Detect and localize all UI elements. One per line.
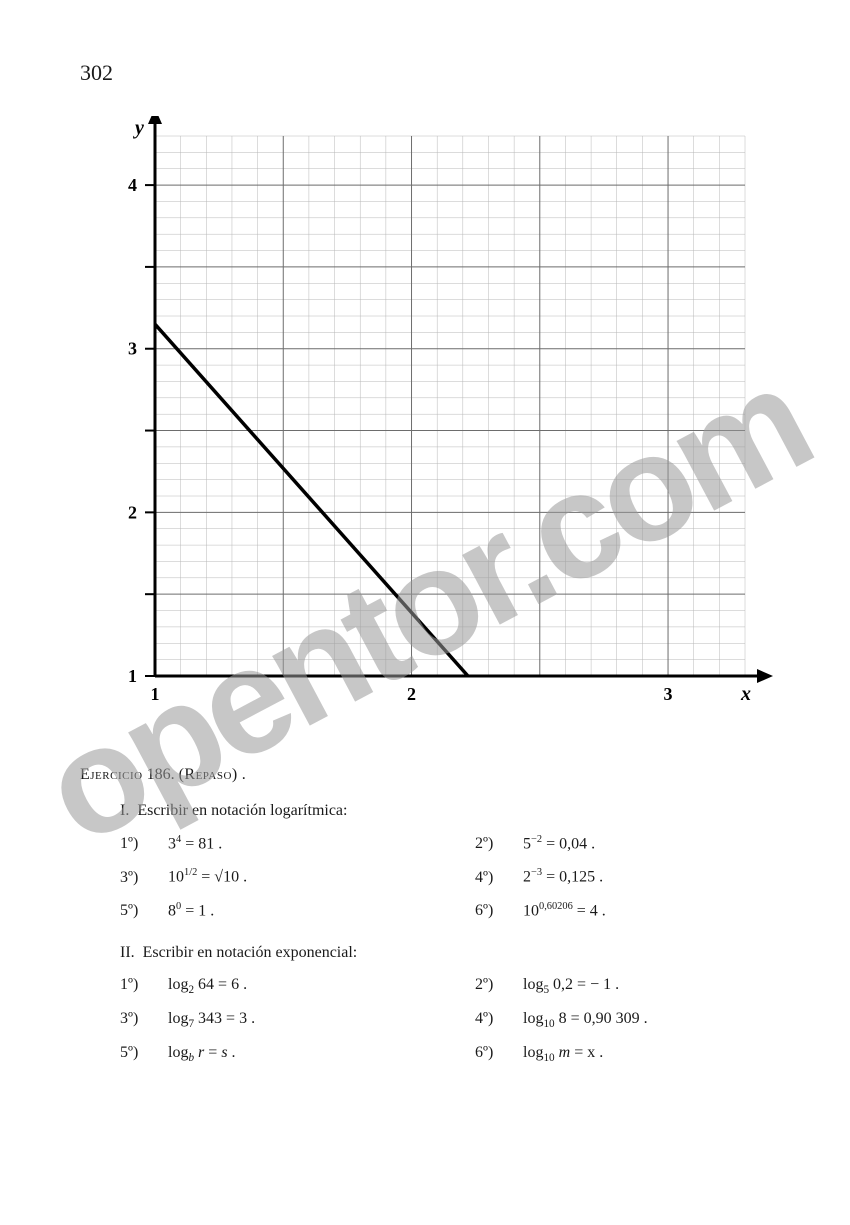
items-grid: 1º) log2 64 = 6 . 2º) log5 0,2 = − 1 . 3º) lo… [120, 976, 790, 1065]
item-number: 3º) [120, 1010, 154, 1028]
svg-text:1: 1 [151, 684, 160, 704]
item-expression: 34 = 81 . [168, 834, 222, 853]
item-expression: log10 m = x . [523, 1044, 603, 1064]
exercise-item: 2º) 5−2 = 0,04 . [475, 834, 790, 853]
item-expression: 100,60206 = 4 . [523, 901, 606, 920]
item-number: 1º) [120, 976, 154, 994]
item-number: 3º) [120, 869, 154, 887]
item-number: 4º) [475, 1010, 509, 1028]
svg-text:3: 3 [128, 339, 137, 359]
exercise-item: 1º) 34 = 81 . [120, 834, 435, 853]
exercise-item: 5º) 80 = 1 . [120, 901, 435, 920]
exercise-subtitle: (Repaso) [179, 766, 238, 783]
item-expression: 5−2 = 0,04 . [523, 834, 595, 853]
exercise-item: 5º) logb r = s . [120, 1044, 435, 1064]
svg-text:1: 1 [128, 666, 137, 686]
exercise-item: 3º) log7 343 = 3 . [120, 1010, 435, 1030]
items-grid: 1º) 34 = 81 . 2º) 5−2 = 0,04 . 3º) 101/2 = √1… [120, 834, 790, 920]
exercise-item: 4º) log10 8 = 0,90 309 . [475, 1010, 790, 1030]
item-number: 5º) [120, 902, 154, 920]
svg-text:2: 2 [128, 502, 137, 522]
chart-svg: 1 2 3 1 2 3 4 y x [95, 116, 775, 736]
svg-text:4: 4 [128, 175, 137, 195]
section-heading: I. Escribir en notación logarítmica: [120, 802, 790, 820]
item-number: 6º) [475, 902, 509, 920]
item-number: 5º) [120, 1044, 154, 1062]
exercise-number: 186 [147, 766, 171, 783]
item-number: 1º) [120, 835, 154, 853]
item-expression: log10 8 = 0,90 309 . [523, 1010, 648, 1030]
page-number: 302 [80, 60, 790, 86]
section-heading: II. Escribir en notación exponencial: [120, 944, 790, 962]
exercise-item: 3º) 101/2 = √10 . [120, 867, 435, 886]
item-number: 2º) [475, 976, 509, 994]
svg-text:3: 3 [664, 684, 673, 704]
item-expression: 80 = 1 . [168, 901, 214, 920]
svg-text:y: y [133, 117, 144, 139]
item-expression: log5 0,2 = − 1 . [523, 976, 619, 996]
exercise-title: Ejercicio 186. (Repaso) . [80, 766, 790, 784]
item-number: 2º) [475, 835, 509, 853]
svg-text:x: x [740, 683, 751, 705]
exercise-item: 4º) 2−3 = 0,125 . [475, 867, 790, 886]
item-expression: 2−3 = 0,125 . [523, 867, 603, 886]
exercise-item: 2º) log5 0,2 = − 1 . [475, 976, 790, 996]
chart-container: 1 2 3 1 2 3 4 y x [95, 116, 775, 736]
exercise-prefix: Ejercicio [80, 766, 143, 783]
item-expression: log7 343 = 3 . [168, 1010, 255, 1030]
item-expression: 101/2 = √10 . [168, 867, 247, 886]
exercise-sections: I. Escribir en notación logarítmica: 1º) 3… [80, 802, 790, 1065]
item-expression: logb r = s . [168, 1044, 236, 1064]
item-number: 4º) [475, 869, 509, 887]
item-expression: log2 64 = 6 . [168, 976, 247, 996]
svg-text:2: 2 [407, 684, 416, 704]
exercise-item: 1º) log2 64 = 6 . [120, 976, 435, 996]
exercise-item: 6º) 100,60206 = 4 . [475, 901, 790, 920]
item-number: 6º) [475, 1044, 509, 1062]
exercise-item: 6º) log10 m = x . [475, 1044, 790, 1064]
